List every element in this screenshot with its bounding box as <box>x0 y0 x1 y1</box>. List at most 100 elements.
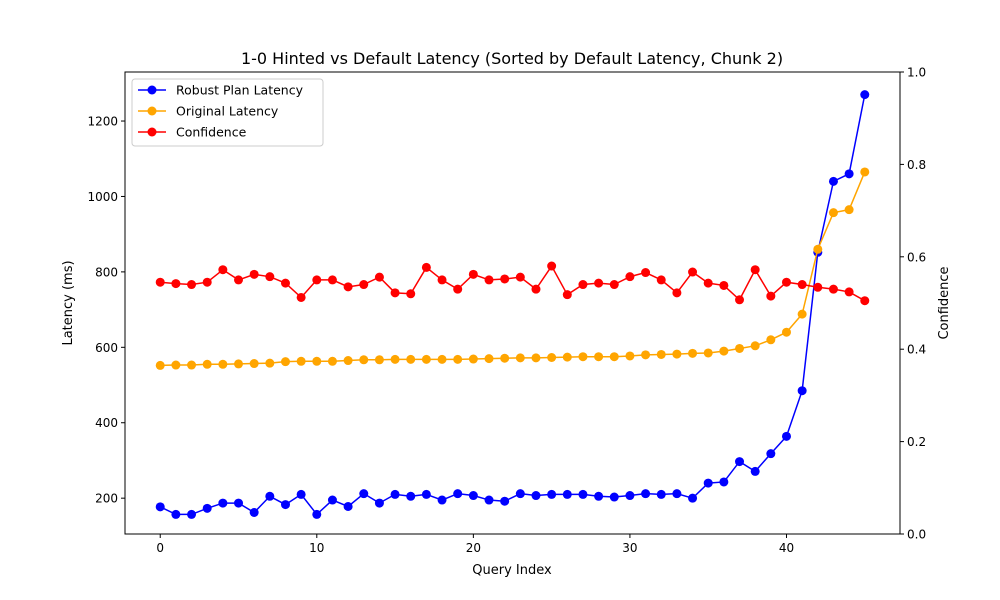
series-1-point <box>374 355 384 365</box>
axes: 0 10 20 30 40 200 400 600 800 1000 1200 0.0 0.2 0.4 0.… <box>87 66 926 556</box>
series-0-point <box>703 478 713 488</box>
x-tick-label: 30 <box>622 541 637 555</box>
series-1-point <box>594 352 604 362</box>
series-0-point <box>374 498 384 508</box>
series-2-point <box>500 274 510 284</box>
series-2-point <box>406 289 416 299</box>
legend-label-2: Confidence <box>176 125 247 140</box>
series-2-point <box>562 290 572 300</box>
series-0-point <box>750 466 760 476</box>
series-1-point <box>719 346 729 356</box>
series-2-point <box>421 262 431 272</box>
series-0-point <box>515 489 525 499</box>
series-2-point <box>359 280 369 290</box>
series-2-point <box>688 267 698 277</box>
series-1-point <box>672 349 682 359</box>
series-2-point <box>656 275 666 285</box>
series-0-point <box>781 431 791 441</box>
series-2-point <box>625 272 635 282</box>
y-tick-label: 1200 <box>87 115 118 129</box>
series-0-point <box>719 477 729 487</box>
series-0-point <box>468 491 478 501</box>
series-1-point <box>828 208 838 218</box>
series-2-point <box>578 280 588 290</box>
series-1-point <box>187 360 197 370</box>
series-1-point <box>280 357 290 367</box>
series-1-point <box>703 348 713 358</box>
plot-area <box>155 90 870 519</box>
series-line-2 <box>160 264 866 302</box>
series-0-point <box>296 489 306 499</box>
series-2-point <box>437 275 447 285</box>
series-1-point <box>766 335 776 345</box>
series-0-point <box>155 502 165 512</box>
series-1-point <box>531 353 541 363</box>
series-0-point <box>327 495 337 505</box>
x-tick-label: 0 <box>156 541 164 555</box>
series-1-point <box>844 205 854 215</box>
series-0-point <box>484 495 494 505</box>
series-2-point <box>343 282 353 292</box>
series-2-point <box>484 275 494 285</box>
series-0-point <box>735 457 745 467</box>
series-1-point <box>437 354 447 364</box>
series-2-point <box>187 280 197 290</box>
series-0-point <box>672 489 682 499</box>
series-0-point <box>656 489 666 499</box>
y2-axis-label: Confidence <box>937 266 952 339</box>
series-1-point <box>797 309 807 319</box>
series-1-point <box>249 359 259 369</box>
series-2-point <box>249 269 259 279</box>
series-0-point <box>531 491 541 501</box>
series-0-point <box>797 386 807 396</box>
series-1-point <box>641 350 651 360</box>
y2-tick-label: 0.4 <box>907 343 926 357</box>
series-0-point <box>766 449 776 459</box>
y-tick-label: 400 <box>95 416 118 430</box>
series-2-point <box>813 282 823 292</box>
series-2-point <box>797 280 807 290</box>
series-1-point <box>625 351 635 361</box>
series-2-point <box>453 284 463 294</box>
series-2-point <box>766 291 776 301</box>
series-2-point <box>844 287 854 297</box>
series-0-point <box>844 169 854 179</box>
series-0-point <box>453 489 463 499</box>
series-1-point <box>312 356 322 366</box>
series-0-point <box>594 491 604 501</box>
series-2-point <box>155 277 165 287</box>
series-0-point <box>234 498 244 508</box>
series-2-point <box>672 288 682 298</box>
y2-tick-label: 0.8 <box>907 158 926 172</box>
x-tick-label: 40 <box>779 541 794 555</box>
series-line-1 <box>160 171 866 367</box>
series-2-point <box>390 288 400 298</box>
series-0-point <box>625 491 635 501</box>
series-2-point <box>234 275 244 285</box>
series-1-point <box>296 356 306 366</box>
series-1-point <box>562 352 572 362</box>
series-1-point <box>656 349 666 359</box>
series-1-point <box>155 360 165 370</box>
series-1-point <box>406 354 416 364</box>
series-2-point <box>515 272 525 282</box>
y-tick-label: 800 <box>95 265 118 279</box>
series-0-point <box>343 501 353 511</box>
chart-title: 1-0 Hinted vs Default Latency (Sorted by… <box>241 49 783 68</box>
y-tick-label: 1000 <box>87 190 118 204</box>
series-0-point <box>265 491 275 501</box>
series-1-point <box>453 354 463 364</box>
series-0-point <box>312 509 322 519</box>
series-1-point <box>688 348 698 358</box>
series-2-point <box>594 278 604 288</box>
series-2-point <box>641 268 651 278</box>
plot-frame <box>124 71 901 535</box>
series-2-point <box>735 295 745 305</box>
series-1-point <box>359 355 369 365</box>
series-0-point <box>688 493 698 503</box>
series-0-point <box>578 489 588 499</box>
y-axis-label: Latency (ms) <box>61 260 76 345</box>
series-1-point <box>484 354 494 364</box>
series-2-point <box>860 296 870 306</box>
